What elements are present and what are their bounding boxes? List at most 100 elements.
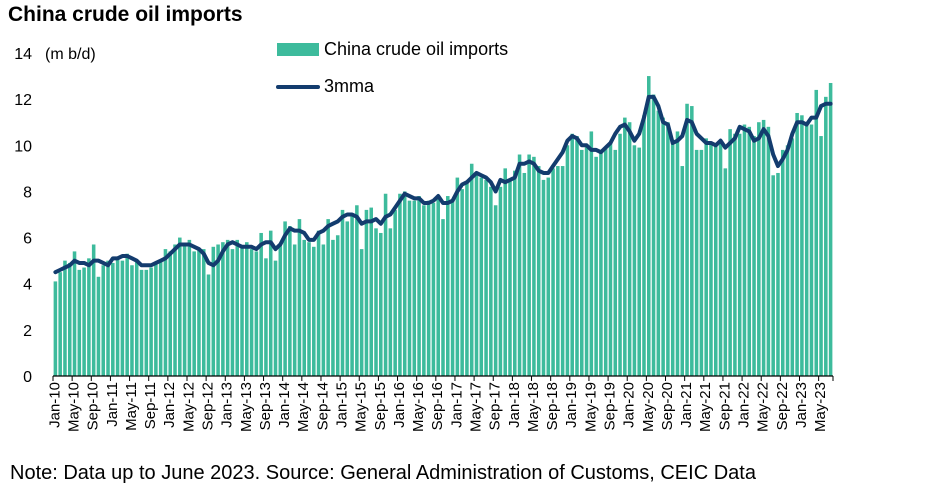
x-tick-label: May-16 xyxy=(410,382,427,432)
bar xyxy=(747,126,752,376)
x-tick-label: Sep-21 xyxy=(716,382,733,430)
bar xyxy=(259,232,263,376)
bar xyxy=(235,239,239,376)
bar xyxy=(249,249,254,376)
x-tick-label: May-11 xyxy=(123,382,140,431)
y-tick-label: 8 xyxy=(23,184,32,201)
bar xyxy=(766,126,771,376)
bar xyxy=(96,276,101,376)
bar xyxy=(828,82,833,377)
bar xyxy=(130,265,134,376)
x-tick-label: May-13 xyxy=(238,382,255,432)
bar xyxy=(53,281,58,376)
bar xyxy=(111,262,115,376)
legend: China crude oil imports 3mma xyxy=(276,39,508,96)
bar xyxy=(187,239,192,376)
x-tick-label: May-12 xyxy=(180,382,197,432)
bar xyxy=(608,142,613,376)
bar xyxy=(489,186,493,376)
x-tick-label: Jan-10 xyxy=(46,382,63,428)
bar xyxy=(556,166,560,376)
bar xyxy=(273,260,278,376)
bar xyxy=(560,166,565,376)
bar xyxy=(264,258,268,376)
bar xyxy=(197,249,201,376)
bar xyxy=(302,239,306,376)
x-tick-label: Sep-17 xyxy=(487,382,504,430)
bar xyxy=(350,214,354,376)
bar xyxy=(312,246,316,376)
x-tick-label: May-22 xyxy=(755,382,772,432)
bar xyxy=(527,154,531,376)
bar xyxy=(651,94,656,376)
bar xyxy=(455,177,460,376)
bar xyxy=(465,182,469,376)
x-tick-label: May-21 xyxy=(697,382,714,432)
x-tick-label: Sep-15 xyxy=(372,382,389,430)
legend-label-bars: China crude oil imports xyxy=(324,39,508,59)
y-axis-unit: (m b/d) xyxy=(45,46,96,63)
bar xyxy=(685,103,689,376)
x-tick-label: Sep-20 xyxy=(659,382,676,430)
bar xyxy=(718,142,723,376)
bar xyxy=(149,267,153,376)
bar xyxy=(565,145,570,376)
bar xyxy=(192,251,196,376)
bar xyxy=(618,133,622,376)
x-tick-label: May-19 xyxy=(582,382,599,432)
bar xyxy=(709,142,713,376)
bar xyxy=(570,133,574,376)
bar xyxy=(666,122,670,377)
bar xyxy=(331,239,335,376)
x-tick-label: Jan-22 xyxy=(735,382,752,428)
bar xyxy=(680,166,685,376)
bar xyxy=(517,154,522,376)
bar xyxy=(412,200,417,376)
bar xyxy=(594,156,598,376)
x-tick-label: Jan-12 xyxy=(161,382,178,428)
x-tick-label: Sep-16 xyxy=(429,382,446,430)
bar xyxy=(623,117,627,376)
bar xyxy=(761,119,766,376)
bar xyxy=(790,138,795,376)
bar xyxy=(383,193,388,376)
bar xyxy=(580,149,584,376)
bar xyxy=(446,196,450,376)
bar xyxy=(780,149,785,376)
bar xyxy=(321,244,326,376)
bar xyxy=(498,186,503,376)
bar xyxy=(240,246,244,376)
bar xyxy=(647,76,651,376)
bar xyxy=(316,230,321,376)
bar xyxy=(484,179,488,376)
y-tick-label: 12 xyxy=(14,92,32,109)
bar xyxy=(795,112,799,377)
series-line-3mma xyxy=(53,94,833,275)
x-tick-label: Jan-14 xyxy=(276,382,293,428)
bar xyxy=(268,230,273,376)
x-tick-label: Sep-10 xyxy=(85,382,102,430)
bar xyxy=(225,239,230,376)
bar xyxy=(278,244,283,376)
x-tick-label: Jan-18 xyxy=(506,382,523,428)
bar xyxy=(690,106,694,376)
bar xyxy=(800,115,804,376)
bar xyxy=(288,226,292,376)
source-note: Note: Data up to June 2023. Source: Gene… xyxy=(10,462,756,484)
bar xyxy=(474,172,479,376)
bar xyxy=(345,221,350,376)
y-tick-label: 14 xyxy=(14,46,32,63)
x-tick-label: Jan-15 xyxy=(334,382,351,428)
bar xyxy=(513,170,517,376)
bar xyxy=(163,249,168,376)
x-tick-label: Jan-23 xyxy=(793,382,810,428)
bar xyxy=(661,117,665,376)
bar xyxy=(541,179,546,376)
bar xyxy=(63,260,67,376)
bar xyxy=(551,168,555,376)
bar xyxy=(814,89,819,376)
bar xyxy=(67,262,72,376)
bar xyxy=(58,272,62,376)
bar xyxy=(106,260,110,376)
